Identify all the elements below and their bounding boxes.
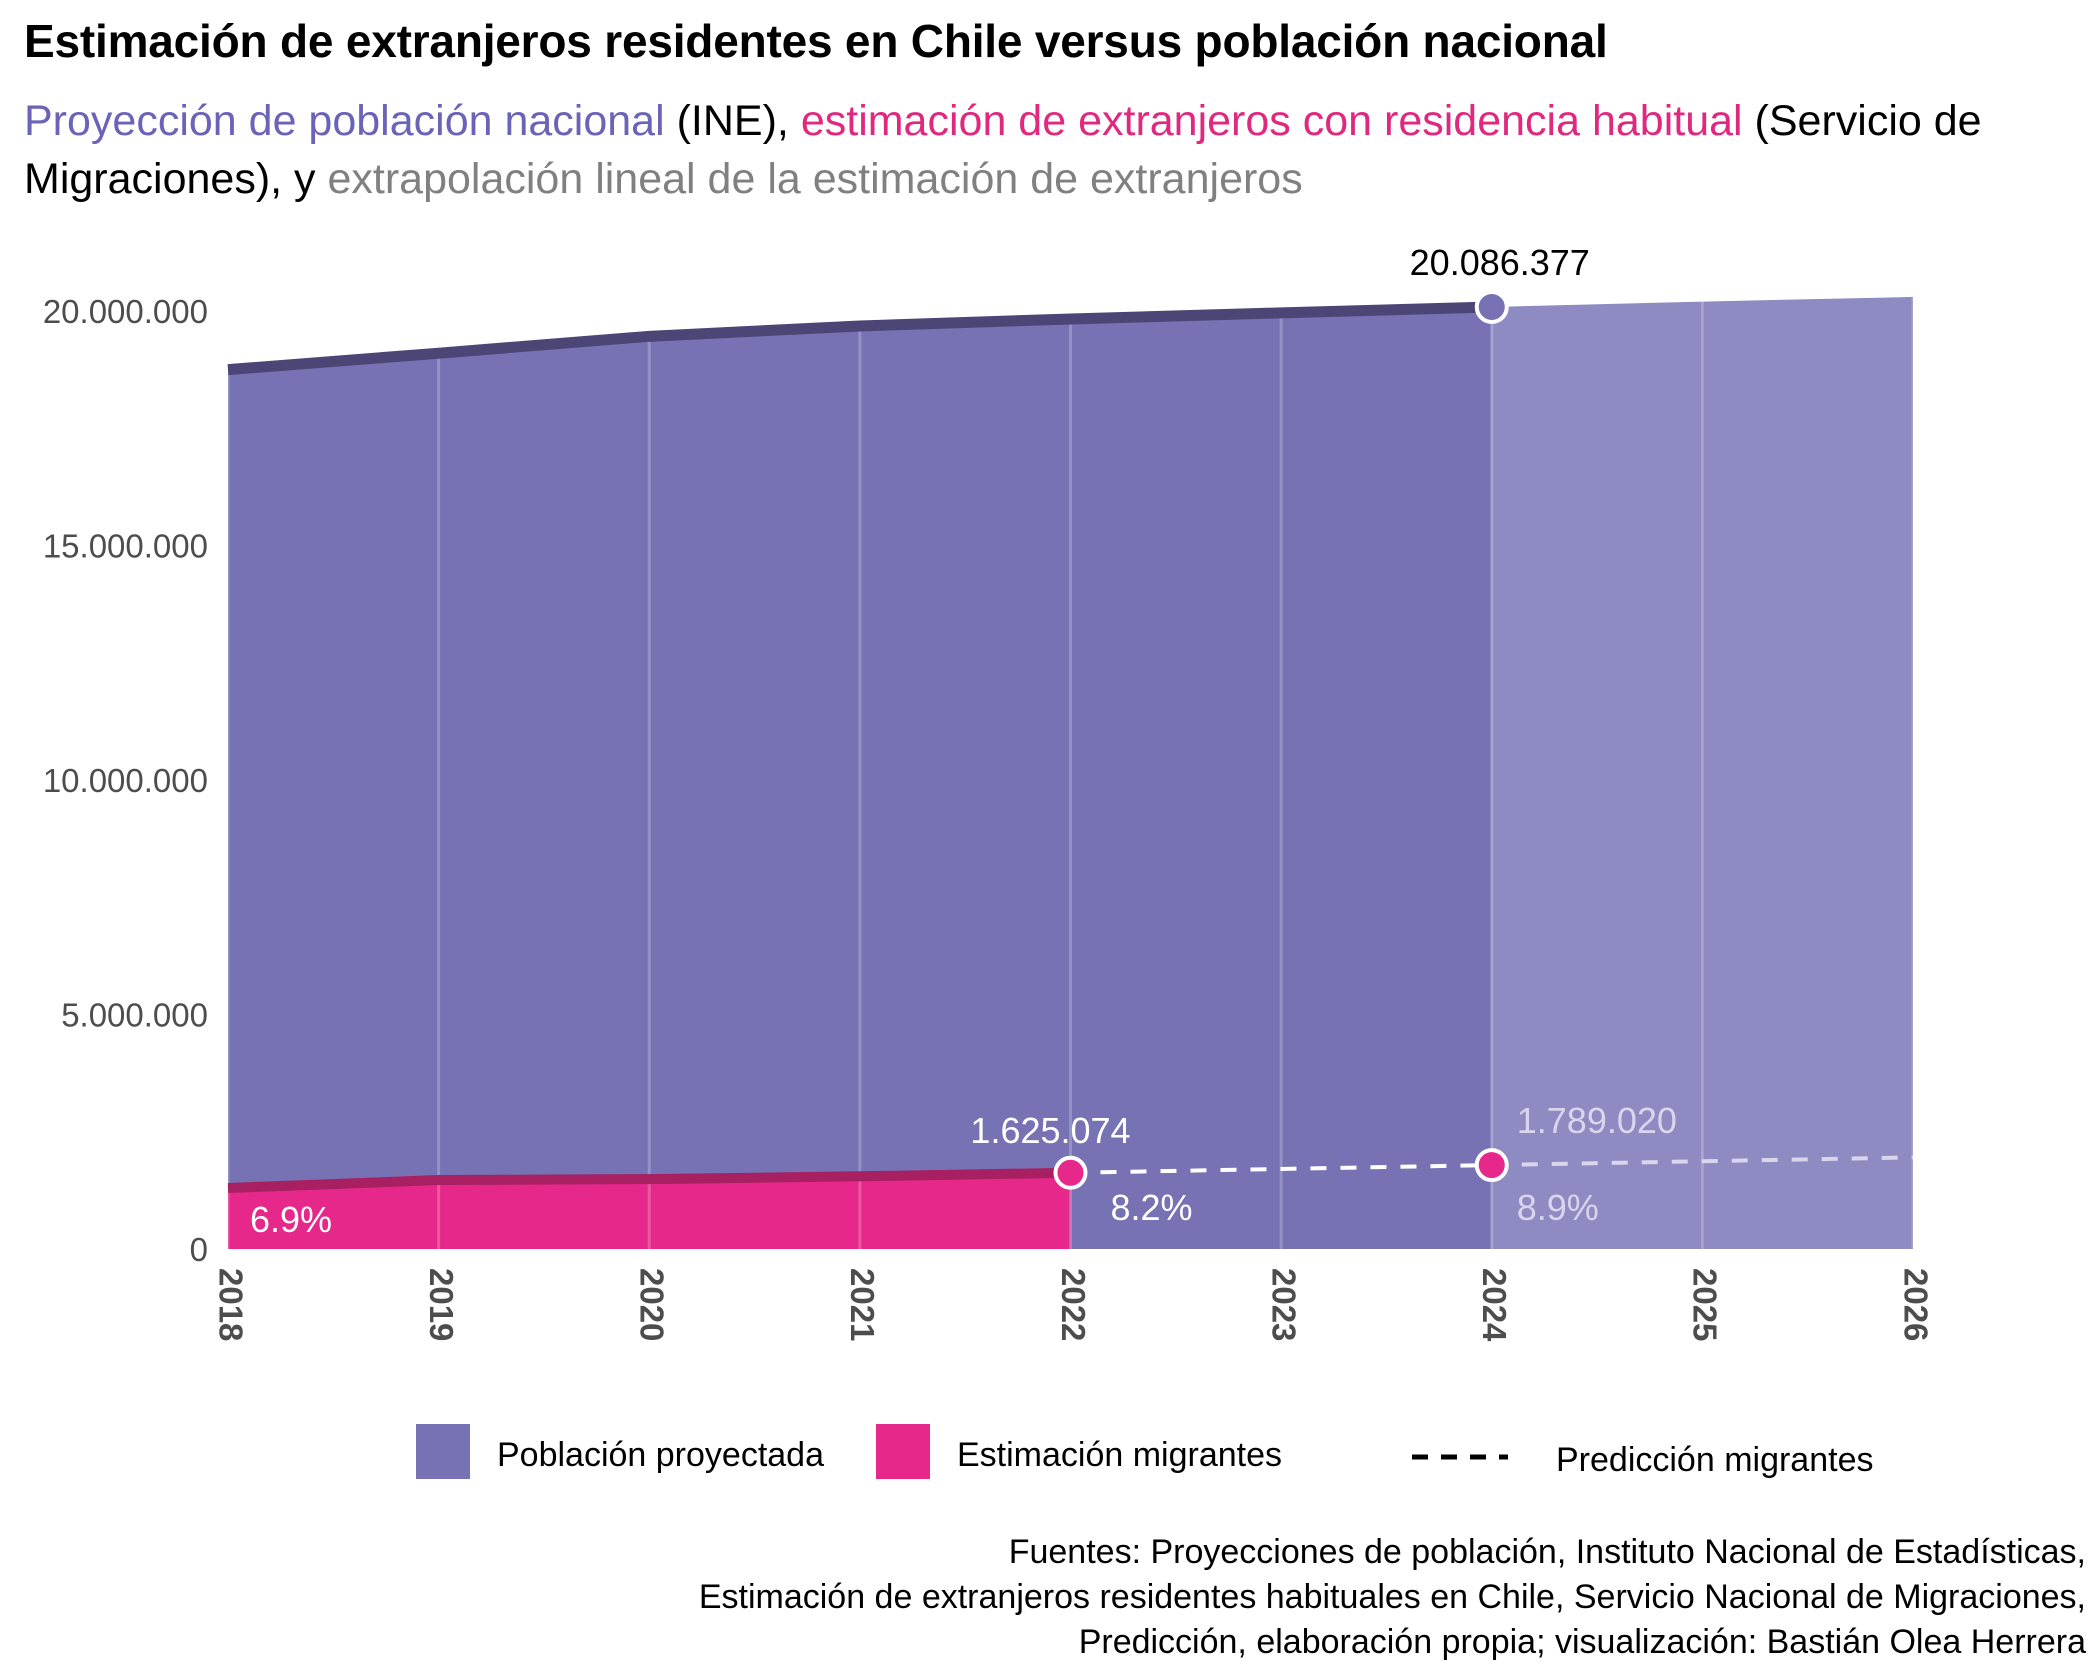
- subtitle-source-ine: (INE),: [664, 97, 801, 145]
- prediction-line-forecast: [1491, 1155, 1914, 1168]
- legend-swatch-population: [416, 1424, 470, 1479]
- chart-labels: 20.086.377 1.625.074 1.789.020 6.9% 8.2% 8.9%: [250, 242, 1677, 1240]
- chart-area: 20.086.377 1.625.074 1.789.020 6.9% 8.2% 8.9%…: [43, 242, 1934, 1479]
- migrants-line: [227, 1167, 1071, 1194]
- x-tick-label: 2025: [1687, 1268, 1724, 1341]
- subtitle-population: Proyección de población nacional: [24, 97, 665, 145]
- prediction-line: [1070, 1163, 1492, 1175]
- x-tick-label: 2026: [1897, 1268, 1934, 1341]
- population-forecast-area: [1491, 296, 1913, 1249]
- x-tick-label: 2022: [1055, 1268, 1092, 1341]
- label-population-2024: 20.086.377: [1410, 242, 1590, 283]
- point-population-2024: [1474, 289, 1509, 324]
- chart-lines: [227, 301, 1914, 1194]
- label-migrants-2022: 1.625.074: [970, 1110, 1130, 1151]
- x-tick-label: 2018: [212, 1268, 249, 1341]
- label-pct-2024: 8.9%: [1517, 1187, 1599, 1228]
- population-area: [228, 306, 1492, 1249]
- chart-areas: [228, 296, 1913, 1249]
- y-tick-label: 0: [190, 1231, 208, 1268]
- chart-legend: Población proyectada Estimación migrantes…: [416, 1424, 1873, 1479]
- caption-line-1: Fuentes: Proyecciones de población, Inst…: [1008, 1533, 2086, 1571]
- legend-label-prediction: Predicción migrantes: [1556, 1441, 1873, 1479]
- y-tick-label: 15.000.000: [43, 528, 208, 565]
- point-migrants-2022: [1053, 1155, 1088, 1190]
- caption-line-2: Estimación de extranjeros residentes hab…: [698, 1578, 2086, 1616]
- chart-title: Estimación de extranjeros residentes en …: [24, 15, 1608, 67]
- chart-gridlines: [226, 295, 1915, 1249]
- label-pct-2022: 8.2%: [1111, 1187, 1193, 1228]
- migrants-area: [228, 1172, 1071, 1249]
- x-tick-label: 2023: [1265, 1268, 1302, 1341]
- caption-line-3: Predicción, elaboración propia; visualiz…: [1078, 1623, 2086, 1661]
- x-tick-label: 2021: [844, 1268, 881, 1341]
- chart-caption: Fuentes: Proyecciones de población, Inst…: [699, 1530, 2086, 1665]
- legend-label-population: Población proyectada: [497, 1436, 824, 1474]
- y-tick-label: 20.000.000: [43, 293, 208, 330]
- chart-points: [1053, 289, 1509, 1190]
- y-tick-label: 10.000.000: [43, 762, 208, 799]
- subtitle-migrants: estimación de extranjeros con residencia…: [800, 97, 1743, 145]
- chart-subtitle: Proyección de población nacional (INE), …: [24, 92, 2084, 208]
- x-tick-label: 2024: [1476, 1268, 1513, 1342]
- point-prediction-2024: [1474, 1148, 1509, 1183]
- x-axis: 2018 2019 2020 2021 2022 2023 2024 2025 2026: [212, 1268, 1934, 1342]
- subtitle-source-migraciones: (Servicio de Migraciones), y: [24, 97, 1982, 203]
- label-prediction-2024: 1.789.020: [1517, 1100, 1677, 1141]
- label-pct-2018: 6.9%: [250, 1199, 332, 1240]
- x-tick-label: 2019: [423, 1268, 460, 1341]
- legend-swatch-migrants: [876, 1424, 930, 1479]
- y-tick-label: 5.000.000: [61, 997, 208, 1034]
- subtitle-extrapolation: extrapolación lineal de la estimación de…: [327, 155, 1303, 203]
- y-axis: 0 5.000.000 10.000.000 15.000.000 20.000.000: [43, 293, 208, 1268]
- x-tick-label: 2020: [634, 1268, 671, 1341]
- population-line: [227, 301, 1492, 376]
- legend-label-migrants: Estimación migrantes: [957, 1436, 1282, 1474]
